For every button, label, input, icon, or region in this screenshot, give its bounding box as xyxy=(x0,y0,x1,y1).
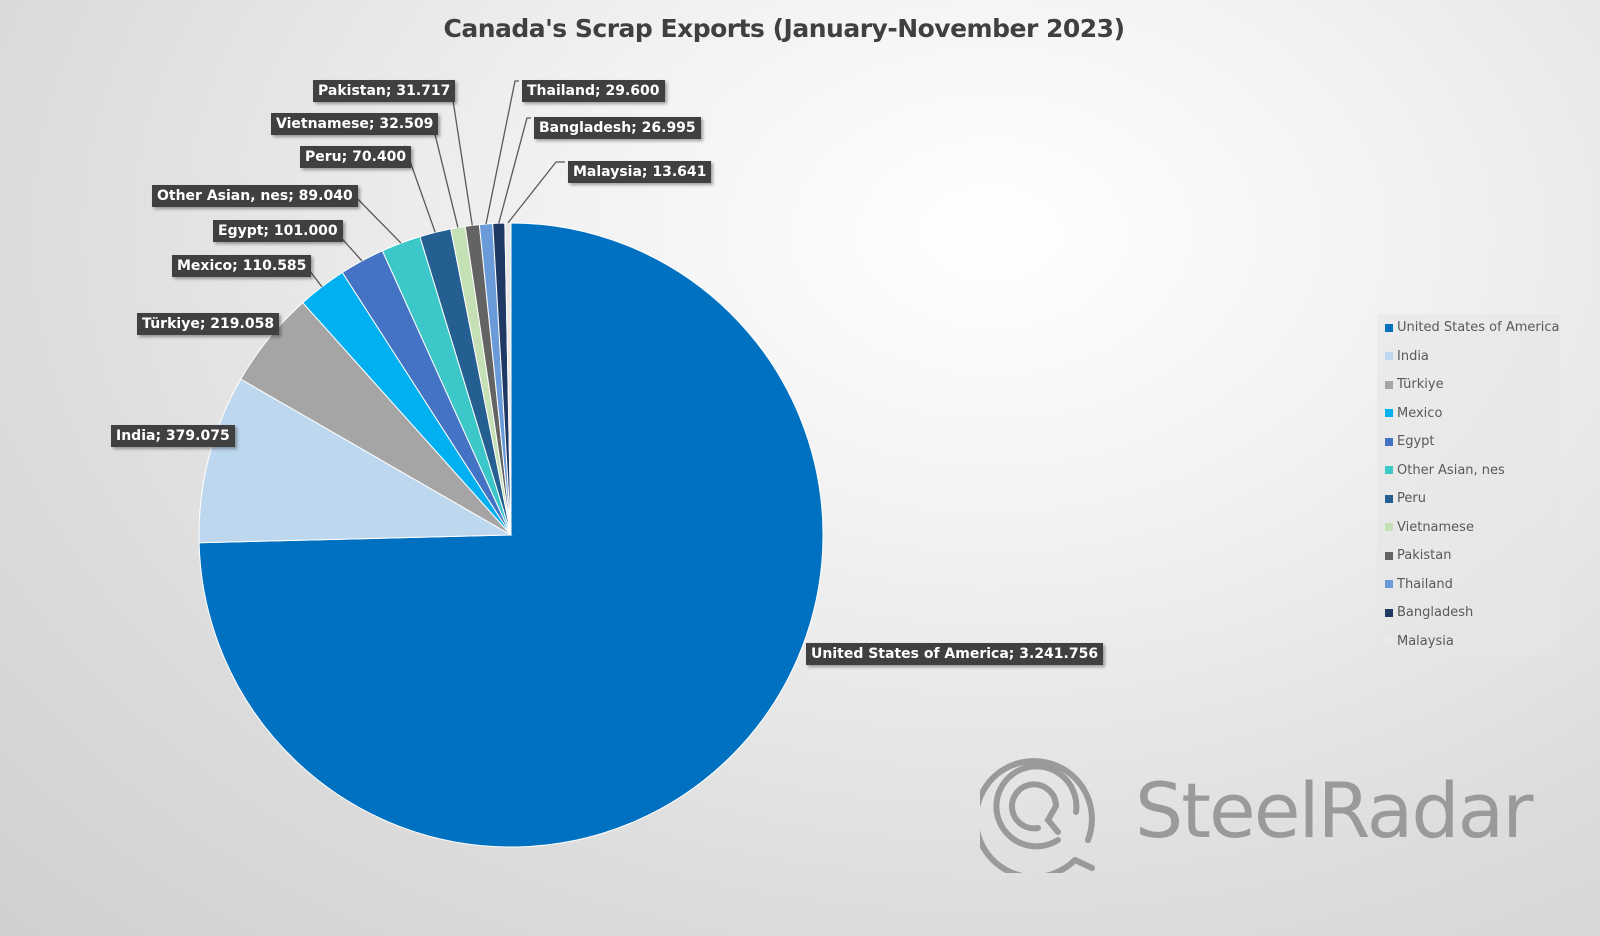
legend-item: Egypt xyxy=(1385,434,1435,449)
legend-swatch-icon xyxy=(1385,352,1393,360)
data-label-t-rkiye: Türkiye; 219.058 xyxy=(137,313,280,335)
legend-item: Mexico xyxy=(1385,406,1442,421)
legend: United States of America India Türkiye Mexi… xyxy=(1377,314,1560,656)
data-label-india: India; 379.075 xyxy=(111,425,235,447)
pie-slice-malaysia xyxy=(504,222,512,536)
legend-swatch-icon xyxy=(1385,637,1393,645)
legend-item: India xyxy=(1385,349,1429,364)
legend-item: Other Asian, nes xyxy=(1385,463,1505,478)
leader-line xyxy=(485,80,519,225)
legend-swatch-icon xyxy=(1385,494,1393,503)
legend-label: Malaysia xyxy=(1397,633,1454,649)
legend-item: Thailand xyxy=(1385,577,1453,592)
legend-item: Pakistan xyxy=(1385,548,1451,563)
watermark-text: SteelRadar xyxy=(1135,766,1533,855)
data-label-egypt: Egypt; 101.000 xyxy=(213,220,343,242)
legend-item: Bangladesh xyxy=(1385,605,1473,620)
legend-swatch-icon xyxy=(1385,466,1393,474)
leader-line xyxy=(498,117,531,224)
legend-item: Türkiye xyxy=(1385,377,1444,392)
legend-swatch-icon xyxy=(1385,608,1393,617)
legend-swatch-icon xyxy=(1385,523,1393,531)
legend-item: Malaysia xyxy=(1385,634,1454,649)
legend-label: Pakistan xyxy=(1397,548,1452,563)
data-label-malaysia: Malaysia; 13.641 xyxy=(568,161,712,183)
legend-swatch-icon xyxy=(1385,580,1393,588)
legend-item: Peru xyxy=(1385,491,1426,506)
legend-label: Türkiye xyxy=(1397,377,1444,392)
pie-slice-india xyxy=(198,378,513,544)
pie-slices xyxy=(198,222,824,848)
legend-item: Vietnamese xyxy=(1385,520,1474,535)
legend-item: United States of America xyxy=(1385,320,1559,335)
data-label-bangladesh: Bangladesh; 26.995 xyxy=(534,117,701,139)
data-label-pakistan: Pakistan; 31.717 xyxy=(313,80,456,102)
legend-label: India xyxy=(1397,348,1429,364)
steelradar-logo-icon xyxy=(980,758,1095,873)
data-label-united-states-of-america: United States of America; 3.241.756 xyxy=(806,643,1104,665)
legend-label: United States of America xyxy=(1397,320,1560,335)
legend-swatch-icon xyxy=(1385,380,1393,389)
data-label-peru: Peru; 70.400 xyxy=(300,146,412,168)
legend-label: Thailand xyxy=(1397,576,1453,592)
data-label-thailand: Thailand; 29.600 xyxy=(522,80,665,102)
legend-label: Vietnamese xyxy=(1397,519,1474,535)
legend-label: Egypt xyxy=(1397,434,1435,449)
legend-swatch-icon xyxy=(1385,323,1393,332)
legend-swatch-icon xyxy=(1385,409,1393,417)
data-label-vietnamese: Vietnamese; 32.509 xyxy=(271,113,439,135)
data-label-mexico: Mexico; 110.585 xyxy=(172,255,312,277)
data-label-other-asian-nes: Other Asian, nes; 89.040 xyxy=(152,185,358,207)
legend-swatch-icon xyxy=(1385,551,1393,560)
leader-line xyxy=(442,79,473,226)
legend-label: Bangladesh xyxy=(1397,605,1474,620)
legend-label: Peru xyxy=(1397,491,1426,506)
leader-line xyxy=(507,161,565,224)
chart-title: Canada's Scrap Exports (January-November… xyxy=(443,14,1125,43)
legend-label: Other Asian, nes xyxy=(1397,462,1505,478)
legend-label: Mexico xyxy=(1397,405,1443,421)
legend-swatch-icon xyxy=(1385,437,1393,446)
